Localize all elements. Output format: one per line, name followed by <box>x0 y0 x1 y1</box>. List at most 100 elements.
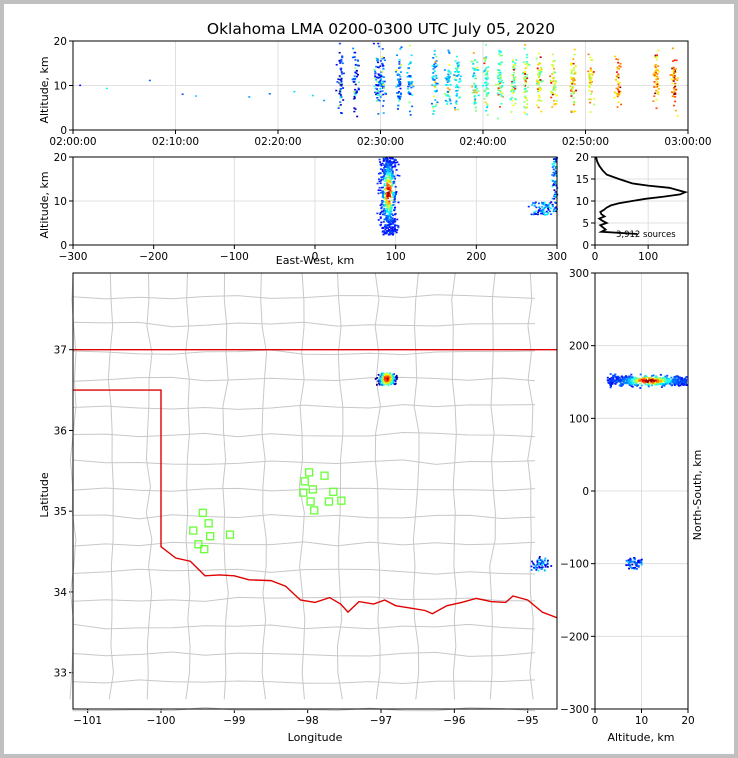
source-point <box>434 86 437 89</box>
source-point <box>653 382 656 385</box>
source-point <box>536 213 539 216</box>
source-point <box>655 107 658 110</box>
x-tick-label: −96 <box>443 715 465 727</box>
source-point <box>533 566 535 569</box>
source-point <box>458 71 461 73</box>
source-point <box>389 382 392 385</box>
source-point <box>555 170 558 173</box>
source-point <box>379 376 382 379</box>
source-point <box>473 89 476 92</box>
source-point <box>380 178 383 181</box>
source-point <box>390 178 393 181</box>
source-point <box>614 375 617 378</box>
source-point <box>670 384 673 387</box>
source-point <box>456 86 459 88</box>
source-point <box>454 109 457 111</box>
source-point <box>547 212 550 215</box>
source-point <box>675 375 678 378</box>
source-point <box>676 77 679 79</box>
source-point <box>391 176 394 179</box>
source-point <box>384 195 387 197</box>
source-point <box>543 203 546 206</box>
source-point <box>555 173 558 176</box>
source-point <box>553 59 556 62</box>
source-point <box>570 72 573 75</box>
source-point <box>528 64 531 66</box>
source-point <box>384 226 387 229</box>
county-boundary <box>72 459 536 465</box>
source-point <box>386 163 389 166</box>
source-point <box>659 373 662 376</box>
source-point <box>391 381 393 384</box>
source-point <box>619 90 622 93</box>
source-point <box>670 380 673 382</box>
source-point <box>672 80 675 82</box>
source-point <box>391 165 394 168</box>
source-point <box>628 562 631 565</box>
source-point <box>386 201 389 204</box>
source-point <box>656 85 659 88</box>
source-point <box>378 158 381 161</box>
source-point <box>387 384 390 387</box>
source-point <box>486 77 489 80</box>
source-point <box>449 71 452 73</box>
source-point <box>523 105 526 108</box>
source-point <box>523 78 526 81</box>
source-point <box>381 48 384 50</box>
source-point <box>338 105 341 107</box>
source-point <box>396 174 399 177</box>
source-point <box>617 375 620 378</box>
source-point <box>532 202 535 204</box>
source-point <box>645 380 648 383</box>
source-point <box>526 62 529 65</box>
source-point <box>382 83 385 86</box>
source-point <box>383 192 386 194</box>
source-point <box>378 74 381 76</box>
source-point <box>486 73 489 76</box>
source-point <box>353 110 356 113</box>
source-point <box>409 76 412 79</box>
source-point <box>399 87 402 90</box>
source-point <box>379 213 382 215</box>
source-point <box>379 378 382 381</box>
source-point <box>616 88 619 91</box>
source-point <box>542 203 545 205</box>
source-point <box>379 96 382 98</box>
source-point <box>640 561 643 564</box>
source-point <box>434 105 437 108</box>
source-point <box>386 197 389 200</box>
source-point <box>384 224 387 226</box>
source-point <box>382 93 385 96</box>
source-point <box>570 64 573 66</box>
source-point <box>385 200 388 203</box>
source-point <box>539 56 542 58</box>
source-point <box>436 82 439 85</box>
source-point <box>499 82 502 84</box>
source-point <box>650 379 653 381</box>
source-point <box>445 78 448 81</box>
source-point <box>620 375 623 378</box>
source-point <box>609 386 612 389</box>
source-point <box>384 228 387 231</box>
source-point <box>386 184 389 187</box>
source-point <box>676 79 679 82</box>
source-point <box>382 157 385 160</box>
source-point <box>339 82 342 85</box>
source-point <box>660 386 663 388</box>
source-point <box>375 100 378 102</box>
source-point <box>357 81 360 84</box>
source-point <box>619 381 622 383</box>
source-point <box>499 106 502 108</box>
source-point <box>377 92 380 95</box>
source-point <box>654 66 657 69</box>
source-point <box>487 66 490 68</box>
source-point <box>379 168 382 170</box>
source-point <box>681 382 684 385</box>
source-point <box>609 385 612 387</box>
source-point <box>669 74 672 76</box>
source-point <box>380 94 383 96</box>
source-point <box>389 210 392 212</box>
source-point <box>525 76 528 78</box>
source-point <box>653 377 656 380</box>
source-point <box>398 100 401 102</box>
